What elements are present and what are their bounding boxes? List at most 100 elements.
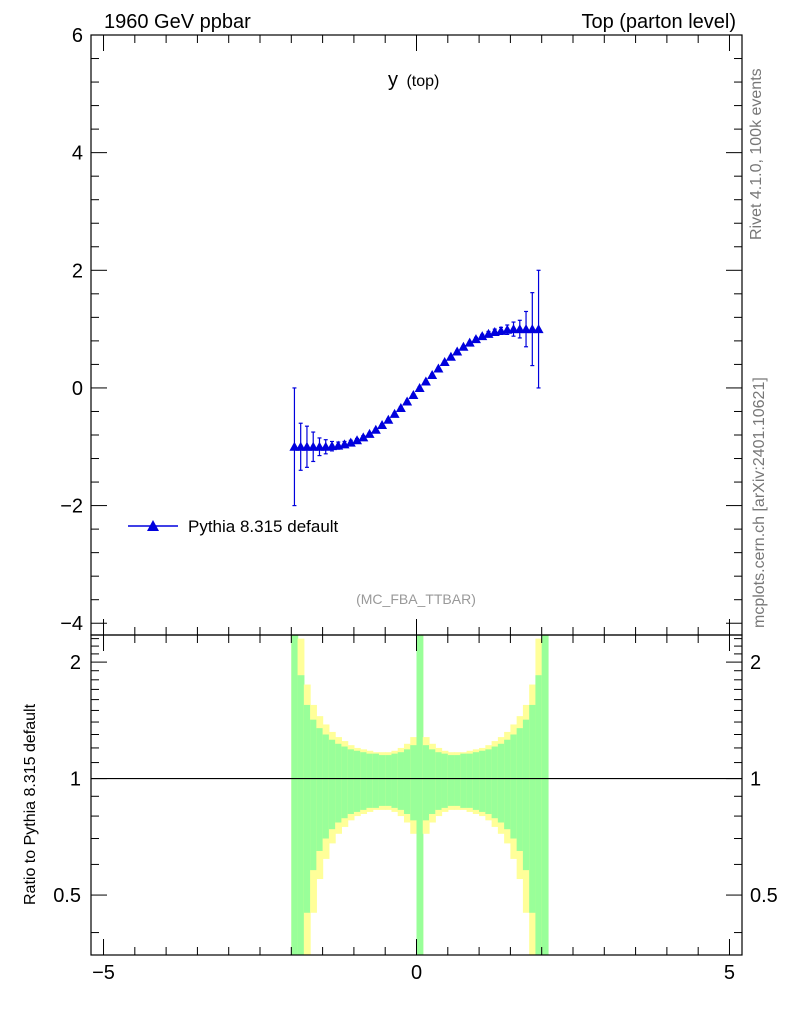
ratio-band-inner [435, 752, 443, 810]
y-tick-label: −4 [60, 613, 83, 635]
ratio-band-inner [497, 743, 505, 823]
x-tick-label: 0 [411, 962, 422, 984]
data-point [521, 324, 532, 334]
side-label-bottom: mcplots.cern.ch [arXiv:2401.10621] [751, 377, 768, 628]
data-point [464, 337, 475, 347]
y-tick-label: 6 [72, 25, 83, 47]
ratio-band-inner [360, 752, 368, 810]
ratio-band-inner [441, 753, 449, 808]
plot-title: y (top) [388, 69, 439, 91]
ratio-band-inner [316, 728, 324, 851]
ratio-band-inner [372, 753, 380, 808]
data-point [408, 390, 419, 399]
ratio-band-inner [410, 745, 418, 821]
data-point [364, 428, 375, 438]
data-point [433, 363, 444, 373]
ratio-tick-label-right: 0.5 [750, 885, 778, 907]
data-point [402, 396, 413, 406]
data-point [470, 334, 481, 344]
ratio-band-inner [310, 719, 317, 871]
ratio-band-inner [303, 704, 311, 913]
data-point [477, 331, 488, 341]
data-point [383, 414, 394, 424]
y-tick-label: 2 [72, 260, 83, 282]
ratio-tick-label-right: 2 [750, 652, 761, 674]
data-point [395, 402, 406, 412]
ratio-band-inner [522, 719, 530, 871]
ratio-tick-label-left: 0.5 [53, 885, 81, 907]
ratio-band-inner [529, 704, 537, 913]
ratio-band-inner [460, 753, 468, 808]
ratio-band-inner [535, 675, 543, 955]
ratio-band-inner [447, 755, 455, 806]
ratio-band-inner [472, 752, 480, 810]
y-tick-label: 0 [72, 378, 83, 400]
ratio-band-inner [385, 755, 393, 806]
ratio-band-inner [391, 753, 399, 808]
ratio-band-inner [541, 635, 549, 955]
ratio-band-inner [403, 749, 411, 814]
data-point [420, 376, 431, 386]
data-point [414, 382, 425, 392]
data-point [514, 324, 525, 334]
axes: −4 −2 0 2 4 6 −5 0 5 0.5 0.5 1 1 2 2 [53, 25, 778, 984]
ratio-band-inner [297, 675, 305, 955]
data-point [358, 432, 369, 442]
data-point [345, 437, 356, 447]
data-point [377, 420, 388, 429]
data-point [533, 324, 544, 334]
ratio-band-inner [291, 635, 299, 955]
ratio-ylabel: Ratio to Pythia 8.315 default [22, 703, 39, 905]
data-point [427, 370, 438, 379]
analysis-tag: (MC_FBA_TTBAR) [356, 591, 476, 607]
header-left-title: 1960 GeV ppbar [104, 11, 251, 33]
ratio-band-inner [491, 746, 499, 819]
header-right-title: Top (parton level) [581, 11, 736, 33]
data-point [508, 324, 519, 334]
ratio-band-inner [422, 745, 430, 821]
data-point [308, 441, 319, 451]
data-point [527, 324, 538, 334]
data-point [445, 351, 456, 361]
ratio-tick-label-left: 2 [70, 652, 81, 674]
ratio-band-inner [416, 635, 424, 955]
ratio-band-inner [504, 739, 511, 830]
y-tick-label: 4 [72, 143, 83, 165]
side-label-top: Rivet 4.1.0, 100k events [748, 68, 765, 240]
x-tick-label: −5 [92, 962, 115, 984]
ratio-band-inner [429, 749, 436, 814]
data-point [314, 441, 325, 451]
plot-title-sub: (top) [406, 73, 439, 90]
ratio-band-inner [335, 743, 342, 823]
ratio-band-inner [341, 746, 349, 819]
ratio-band-inner [397, 752, 405, 810]
ratio-band-inner [466, 753, 474, 808]
plot-title-main: y [388, 69, 398, 91]
ratio-band-inner [366, 753, 374, 808]
data-point [301, 441, 312, 451]
ratio-band-inner [328, 739, 336, 830]
main-series [289, 269, 544, 507]
ratio-tick-label-left: 1 [70, 769, 81, 791]
ratio-band-inner [485, 749, 493, 814]
ratio-band-inner [347, 749, 355, 814]
data-point [452, 346, 463, 356]
ratio-band-inner [516, 728, 524, 851]
y-tick-label: −2 [60, 496, 83, 518]
x-tick-label: 5 [724, 962, 735, 984]
ratio-band-inner [353, 750, 361, 812]
data-point [458, 341, 469, 351]
data-point [295, 441, 306, 451]
ratio-band-inner [378, 755, 386, 806]
ratio-band-inner [322, 734, 330, 839]
ratio-band-inner [510, 734, 518, 839]
data-point [439, 357, 450, 367]
ratio-bands [291, 635, 549, 955]
data-point [289, 441, 300, 451]
ratio-band-inner [454, 755, 461, 806]
ratio-tick-label-right: 1 [750, 769, 761, 791]
ratio-band-inner [479, 750, 486, 812]
data-point [370, 424, 381, 434]
